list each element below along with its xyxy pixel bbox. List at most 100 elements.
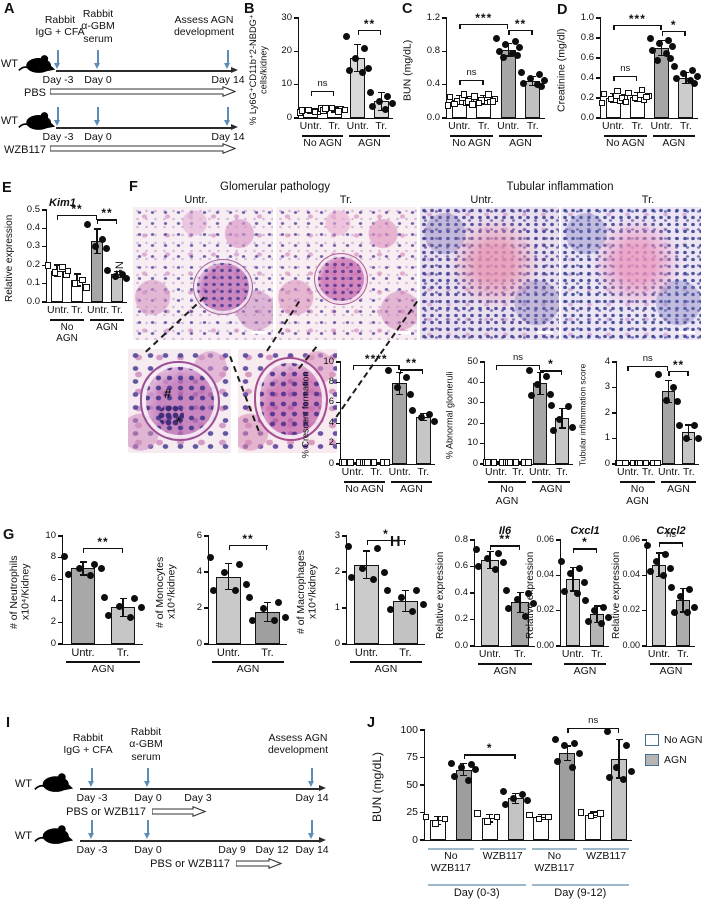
error-bar — [82, 561, 84, 576]
timeline-arrow — [308, 820, 315, 839]
data-point-circle — [472, 545, 480, 553]
y-tick-mark — [480, 361, 485, 363]
y-tick-mark — [612, 437, 617, 440]
chart-plot: 0 10 20 30 40 50 ns * Untr. Tr. Untr. Tr. No AGN AGN — [467, 353, 576, 507]
timeline-arrow-day-3 — [54, 50, 61, 69]
group-label: No AGN — [56, 322, 78, 345]
x-tick-label: Untr. — [650, 120, 673, 132]
data-point-circle — [560, 587, 568, 595]
y-tick-mark — [42, 264, 47, 266]
glomerular-pathology-title: Glomerular pathology — [220, 181, 330, 193]
y-tick-mark — [294, 17, 299, 19]
data-point-circle — [693, 72, 701, 80]
significance-bracket — [627, 366, 669, 368]
data-point-circle — [683, 435, 691, 442]
data-point-circle — [260, 604, 268, 612]
error-bar — [519, 591, 521, 613]
treatment-window-arrow — [50, 143, 236, 154]
significance-label: ** — [242, 531, 254, 546]
data-point-circle — [505, 605, 513, 613]
y-tick-mark — [470, 645, 475, 647]
panel-label-g: G — [3, 527, 15, 543]
data-point-circle — [502, 586, 510, 594]
data-point-circle — [384, 92, 392, 100]
data-point-circle — [568, 423, 576, 431]
x-tick-label: Untr. — [561, 648, 585, 660]
data-point-circle — [691, 79, 699, 87]
error-bar-cap — [529, 84, 537, 86]
data-point-circle — [677, 593, 685, 601]
significance-bracket — [357, 30, 382, 32]
significance-label: ** — [97, 534, 109, 549]
error-bar-cap — [119, 616, 127, 618]
supergroup-underline — [531, 884, 629, 886]
significance-label: ns — [642, 353, 653, 365]
mouse-icon — [18, 55, 56, 73]
y-tick-mark — [480, 442, 485, 445]
x-tick-label: Tr. — [677, 648, 689, 660]
y-tick-label: 4 — [328, 416, 334, 428]
data-point-circle — [500, 559, 508, 567]
panel-label-c: C — [402, 1, 413, 17]
data-point-circle — [375, 97, 383, 105]
y-tick-label: 3 — [334, 529, 340, 541]
data-point-circle — [475, 563, 483, 570]
data-point-square — [622, 98, 630, 106]
day-label: Day -3 — [42, 74, 74, 86]
significance-label: ns — [588, 714, 599, 726]
data-point-circle — [408, 407, 416, 415]
data-point-square — [512, 459, 520, 466]
x-tick-label: Untr. — [647, 648, 671, 660]
event-label-assess-agn: Assess AGN development — [173, 14, 235, 39]
data-point-circle — [675, 422, 683, 430]
error-bar-cap — [264, 601, 271, 603]
data-point-square — [51, 269, 59, 276]
legend-label: AGN — [664, 754, 687, 766]
data-point-circle — [667, 54, 675, 62]
y-tick-mark — [58, 621, 63, 623]
significance-bracket — [463, 754, 516, 756]
data-point-circle — [662, 396, 670, 404]
significance-bracket-end — [514, 754, 516, 760]
data-point-circle — [75, 564, 83, 572]
data-point-circle — [689, 66, 697, 74]
y-tick-label: 0.0 — [26, 295, 40, 307]
significance-bracket — [228, 544, 268, 547]
significance-bracket — [661, 30, 686, 32]
data-point-circle — [500, 53, 508, 61]
error-bar — [266, 601, 269, 622]
significance-bracket-end — [332, 91, 335, 96]
y-tick-mark — [642, 539, 647, 541]
panel-d-chart: 0.0 0.2 0.4 0.6 0.8 1.0 *** * ns Untr. Tr. Untr. Tr.… — [552, 8, 703, 166]
chart-plot: 0 25 50 75 100 * ns No WZB117 WZB117 No WZB117 WZB… — [400, 716, 635, 899]
significance-label: ns — [317, 78, 328, 89]
x-tick-label: Tr. — [512, 466, 524, 478]
significance-bracket-end — [421, 369, 424, 375]
chart-title: Cxcl1 — [570, 525, 600, 537]
group-underline — [650, 663, 692, 665]
mouse-icon — [18, 112, 56, 130]
group-label: AGN — [400, 483, 423, 495]
y-tick-label: 4 — [604, 355, 610, 367]
significance-bracket-end — [617, 727, 620, 733]
y-tick-label: 0.06 — [536, 533, 554, 544]
tubular-inflammation-title: Tubular inflammation — [506, 181, 614, 193]
significance-label: **** — [364, 352, 388, 367]
data-point-circle — [99, 235, 107, 243]
data-point-square — [446, 93, 454, 101]
y-tick-label: 0.4 — [426, 78, 440, 90]
data-point-circle — [582, 596, 590, 604]
data-point-square — [600, 90, 608, 98]
significance-bracket-end — [518, 545, 520, 551]
data-point-circle — [345, 67, 353, 75]
y-tick-label: 2 — [50, 615, 56, 627]
error-bar-cap — [377, 92, 385, 94]
significance-bracket-end — [366, 539, 368, 545]
group-underline — [302, 135, 343, 137]
error-bar — [596, 605, 598, 624]
group-label: AGN — [662, 137, 686, 149]
y-tick-mark — [596, 117, 601, 119]
significance-bracket-end — [684, 30, 686, 36]
timeline — [56, 124, 238, 130]
y-tick-label: 10 — [323, 355, 334, 367]
